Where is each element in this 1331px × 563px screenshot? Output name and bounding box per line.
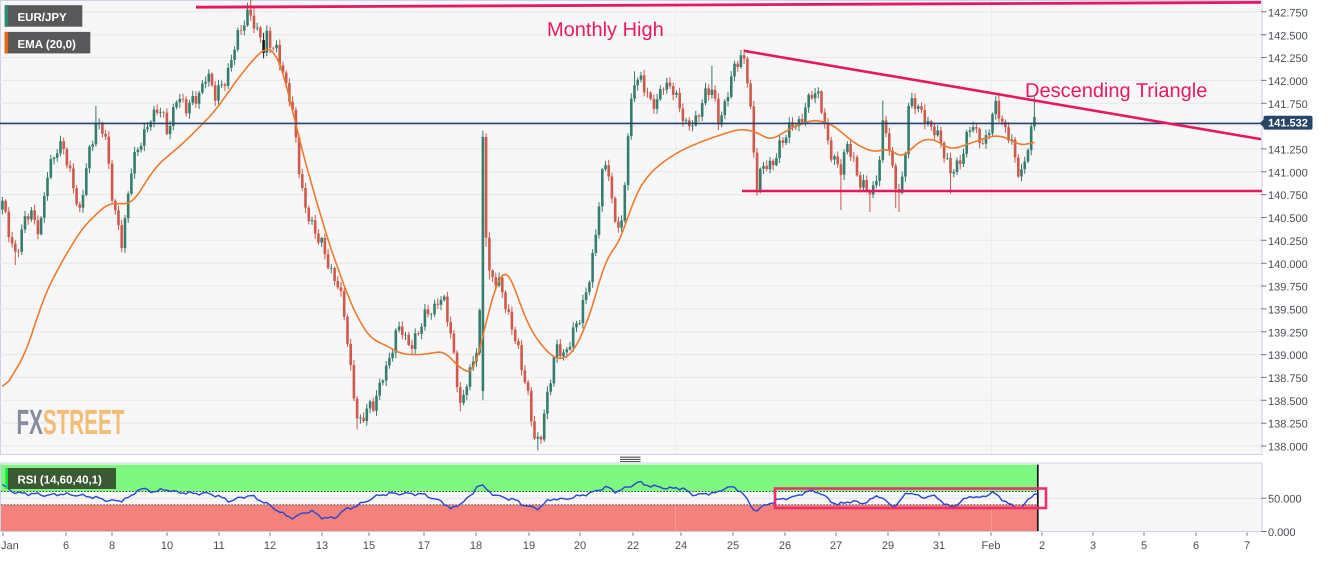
- svg-text:27: 27: [830, 540, 842, 552]
- svg-text:8: 8: [109, 540, 115, 552]
- svg-text:Descending Triangle: Descending Triangle: [1025, 80, 1207, 102]
- svg-text:141.250: 141.250: [1268, 145, 1308, 157]
- svg-text:Jan: Jan: [1, 540, 19, 552]
- svg-text:18: 18: [470, 540, 482, 552]
- svg-text:20: 20: [574, 540, 586, 552]
- svg-text:5: 5: [1141, 540, 1147, 552]
- svg-text:139.750: 139.750: [1268, 282, 1308, 294]
- svg-text:138.250: 138.250: [1268, 419, 1308, 431]
- svg-text:EUR/JPY: EUR/JPY: [18, 12, 68, 24]
- svg-text:141.750: 141.750: [1268, 99, 1308, 111]
- svg-text:6: 6: [1193, 540, 1199, 552]
- svg-text:FXSTREET: FXSTREET: [17, 403, 125, 442]
- svg-text:26: 26: [779, 540, 791, 552]
- svg-text:24: 24: [675, 540, 687, 552]
- svg-text:Monthly High: Monthly High: [547, 19, 664, 41]
- svg-text:15: 15: [363, 540, 375, 552]
- svg-text:0.000: 0.000: [1268, 527, 1296, 539]
- svg-text:141.000: 141.000: [1268, 167, 1308, 179]
- svg-text:142.250: 142.250: [1268, 53, 1308, 65]
- svg-text:139.250: 139.250: [1268, 327, 1308, 339]
- svg-text:138.500: 138.500: [1268, 396, 1308, 408]
- svg-text:13: 13: [316, 540, 328, 552]
- svg-text:138.750: 138.750: [1268, 373, 1308, 385]
- svg-text:31: 31: [933, 540, 945, 552]
- svg-text:19: 19: [523, 540, 535, 552]
- svg-text:142.500: 142.500: [1268, 30, 1308, 42]
- svg-text:2: 2: [1039, 540, 1045, 552]
- svg-text:140.000: 140.000: [1268, 259, 1308, 271]
- svg-text:12: 12: [264, 540, 276, 552]
- svg-text:10: 10: [161, 540, 173, 552]
- svg-text:142.000: 142.000: [1268, 76, 1308, 88]
- svg-text:138.000: 138.000: [1268, 442, 1308, 454]
- svg-text:22: 22: [627, 540, 639, 552]
- svg-text:141.532: 141.532: [1268, 118, 1308, 130]
- svg-text:11: 11: [213, 540, 224, 552]
- svg-text:25: 25: [727, 540, 739, 552]
- svg-text:139.000: 139.000: [1268, 350, 1308, 362]
- svg-text:50.000: 50.000: [1268, 494, 1302, 506]
- svg-text:7: 7: [1244, 540, 1250, 552]
- svg-text:Feb: Feb: [982, 540, 1001, 552]
- svg-text:RSI (14,60,40,1): RSI (14,60,40,1): [18, 475, 103, 487]
- svg-text:EMA (20,0): EMA (20,0): [18, 39, 77, 51]
- svg-text:140.750: 140.750: [1268, 190, 1308, 202]
- svg-text:140.250: 140.250: [1268, 236, 1308, 248]
- svg-text:3: 3: [1090, 540, 1096, 552]
- svg-text:17: 17: [418, 540, 430, 552]
- svg-text:29: 29: [882, 540, 894, 552]
- svg-text:139.500: 139.500: [1268, 305, 1308, 317]
- svg-text:142.750: 142.750: [1268, 7, 1308, 19]
- svg-text:6: 6: [63, 540, 69, 552]
- svg-text:140.500: 140.500: [1268, 213, 1308, 225]
